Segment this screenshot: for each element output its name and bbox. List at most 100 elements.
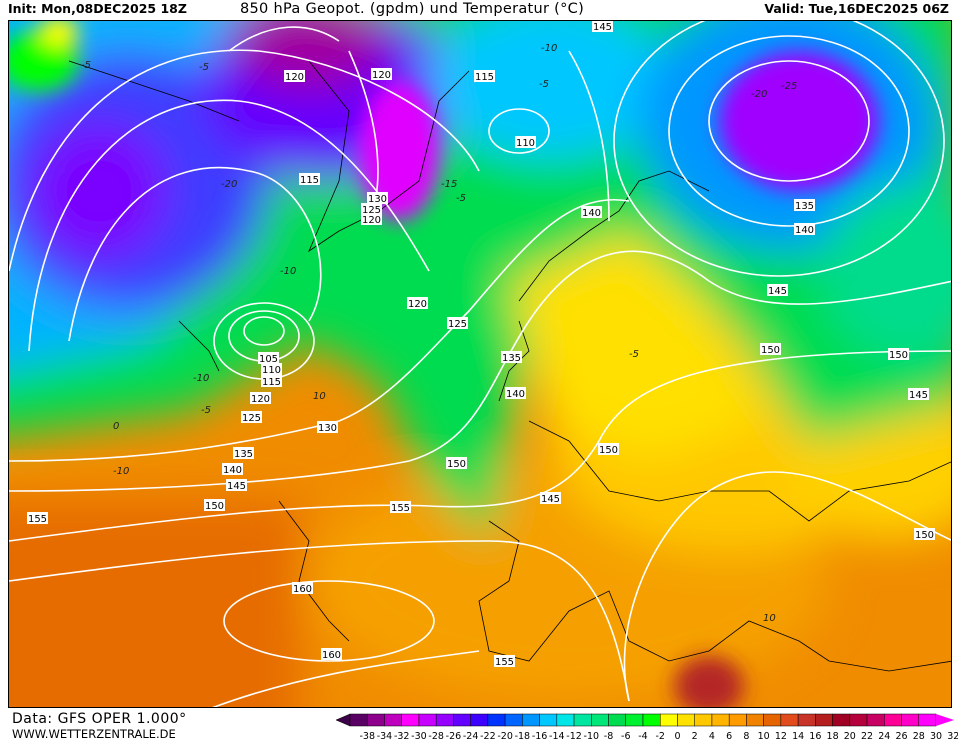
temperature-label: -10 [280, 266, 296, 277]
svg-text:115: 115 [262, 377, 281, 388]
legend-swatch [728, 713, 747, 727]
legend-tick: 2 [692, 731, 698, 741]
temperature-label: -20 [221, 179, 237, 190]
svg-text:135: 135 [502, 353, 521, 364]
geopotential-label: 145 [908, 388, 929, 401]
temperature-label: -5 [199, 62, 209, 73]
temperature-label: 10 [763, 613, 776, 624]
color-scale: -38 -34 -32 -30 -28 -26 -24 -22 -20 -18 -16 -14 -12-… [335, 713, 959, 742]
legend-tick: 30 [930, 731, 942, 741]
legend-swatch [815, 713, 833, 727]
geopotential-label: 105 [258, 352, 279, 365]
legend-tick: -10 [584, 731, 600, 741]
legend-swatch [366, 713, 385, 727]
geopotential-label: 145 [226, 479, 247, 492]
svg-text:160: 160 [293, 584, 312, 595]
legend-tick: -26 [446, 731, 462, 741]
website-credit: WWW.WETTERZENTRALE.DE [12, 727, 176, 741]
legend-tick: -20 [497, 731, 513, 741]
geopotential-label: 150 [446, 457, 467, 470]
geopotential-label: 145 [540, 492, 561, 505]
svg-text:125: 125 [242, 413, 261, 424]
svg-text:110: 110 [262, 365, 281, 376]
legend-tick: 10 [758, 731, 770, 741]
legend-tick: -30 [411, 731, 427, 741]
geopotential-label: 115 [261, 375, 282, 388]
legend-tick: 8 [743, 731, 749, 741]
legend-swatch [797, 713, 816, 727]
geopotential-label: 120 [371, 68, 392, 81]
geopotential-label: 150 [760, 343, 781, 356]
svg-text:140: 140 [582, 208, 601, 219]
svg-text:120: 120 [408, 299, 427, 310]
legend-tick: -28 [428, 731, 444, 741]
geopotential-label: 150 [204, 499, 225, 512]
data-source: Data: GFS OPER 1.000° [12, 711, 187, 727]
svg-text:150: 150 [447, 459, 466, 470]
legend-swatch [608, 713, 627, 727]
temperature-label: -5 [539, 79, 549, 90]
geopotential-label: 160 [321, 648, 342, 661]
legend-tick: -32 [394, 731, 410, 741]
svg-text:130: 130 [368, 194, 387, 205]
geopotential-label: 125 [447, 317, 468, 330]
legend-tick: 26 [895, 731, 907, 741]
geopotential-label: 145 [767, 284, 788, 297]
geopotential-label: 110 [261, 363, 282, 376]
svg-text:145: 145 [541, 494, 560, 505]
temperature-label: 0 [113, 421, 119, 432]
temperature-label: -5 [456, 193, 466, 204]
init-time: Init: Mon,08DEC2025 18Z [8, 1, 187, 16]
legend-swatch [625, 713, 644, 727]
svg-text:150: 150 [205, 501, 224, 512]
svg-text:105: 105 [259, 354, 278, 365]
svg-text:140: 140 [223, 465, 242, 476]
legend-swatch [591, 713, 609, 727]
svg-text:120: 120 [251, 394, 270, 405]
temperature-label: -25 [781, 81, 797, 92]
legend-swatch [418, 713, 437, 727]
geopotential-label: 155 [390, 501, 411, 514]
svg-text:145: 145 [227, 481, 246, 492]
svg-text:125: 125 [448, 319, 467, 330]
geopotential-label: 140 [581, 206, 602, 219]
underflow-arrow [335, 713, 351, 727]
legend-tick: 14 [792, 731, 804, 741]
legend-swatch [866, 713, 885, 727]
temperature-field [9, 21, 951, 707]
legend-tick: -2 [655, 731, 664, 741]
svg-text:125: 125 [362, 205, 381, 216]
legend-swatch [453, 713, 471, 727]
svg-text:145: 145 [593, 22, 612, 33]
svg-text:130: 130 [318, 423, 337, 434]
valid-time: Valid: Tue,16DEC2025 06Z [764, 1, 949, 16]
svg-text:120: 120 [285, 72, 304, 83]
legend-swatch [504, 713, 523, 727]
svg-text:110: 110 [516, 138, 535, 149]
legend-tick: 12 [775, 731, 787, 741]
svg-text:140: 140 [506, 389, 525, 400]
legend-tick: 20 [844, 731, 856, 741]
legend-swatch [884, 713, 902, 727]
legend-tick: 32 [947, 731, 958, 741]
legend-swatch [642, 713, 661, 727]
legend-swatch [901, 713, 920, 727]
svg-text:155: 155 [28, 514, 47, 525]
svg-text:155: 155 [495, 657, 514, 668]
legend-tick: 24 [878, 731, 890, 741]
legend-swatch [539, 713, 558, 727]
geopotential-label: 155 [27, 512, 48, 525]
legend-tick: 6 [726, 731, 732, 741]
legend-tick: 4 [709, 731, 715, 741]
geopotential-label: 115 [474, 70, 495, 83]
legend-swatch [746, 713, 764, 727]
legend-swatch [573, 713, 592, 727]
geopotential-label: 125 [241, 411, 262, 424]
temperature-label: -5 [81, 60, 91, 71]
geopotential-label: 120 [284, 70, 305, 83]
legend-tick: -18 [515, 731, 531, 741]
geopotential-label: 150 [888, 348, 909, 361]
svg-text:120: 120 [362, 215, 381, 226]
temperature-label: -10 [541, 43, 557, 54]
